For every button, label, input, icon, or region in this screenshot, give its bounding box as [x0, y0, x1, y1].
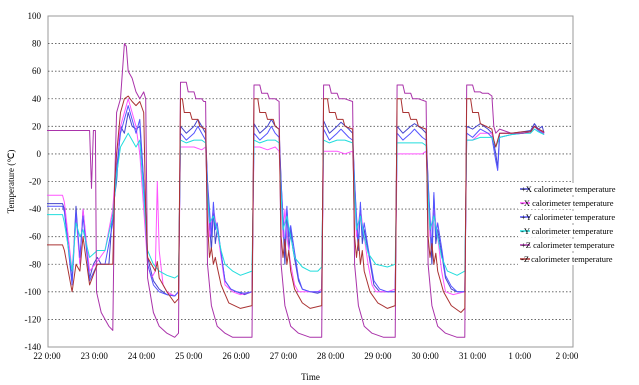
x-tick-label: 29 0:00 — [364, 351, 392, 361]
x-tick-label: 24 0:00 — [128, 351, 156, 361]
x-tick-label: 2 0:00 — [556, 351, 579, 361]
legend-label: -X calorimeter temperature — [521, 198, 614, 208]
legend-label: -Y calorimeter temperature — [521, 226, 613, 236]
legend-entry-background — [518, 239, 639, 251]
x-tick-label: 30 0:00 — [412, 351, 440, 361]
y-tick-label: -80 — [29, 259, 41, 269]
x-axis-ticks: 22 0:00 23 0:00 24 0:00 25 0:00 26 0:00 27 0:… — [33, 351, 579, 361]
series-line — [47, 128, 545, 279]
x-tick-label: 31 0:00 — [459, 351, 487, 361]
legend-label: +Y calorimeter temperature — [521, 212, 615, 222]
y-tick-label: 80 — [32, 39, 42, 49]
legend-label: +Z calorimeter temperature — [521, 240, 615, 250]
legend-entry-background — [518, 225, 639, 237]
legend: +X calorimeter temperature -X calorimeter… — [518, 183, 639, 265]
series-line — [47, 105, 545, 297]
y-tick-label: -60 — [29, 232, 41, 242]
y-tick-label: 40 — [32, 94, 42, 104]
series-lines — [47, 43, 545, 338]
x-tick-label: 28 0:00 — [317, 351, 345, 361]
x-tick-label: 27 0:00 — [270, 351, 298, 361]
y-axis-title: Temperature (℃) — [6, 150, 16, 214]
x-tick-label: 1 0:00 — [508, 351, 531, 361]
x-tick-label: 23 0:00 — [81, 351, 109, 361]
x-tick-label: 25 0:00 — [175, 351, 203, 361]
series-line — [47, 95, 545, 313]
y-tick-label: -140 — [25, 342, 42, 352]
x-tick-label: 22 0:00 — [33, 351, 61, 361]
legend-label: +X calorimeter temperature — [521, 184, 616, 194]
y-tick-label: 100 — [28, 11, 42, 21]
y-tick-label: -40 — [29, 204, 41, 214]
legend-label: -Z calorimeter temperature — [521, 254, 613, 264]
y-tick-label: -100 — [25, 287, 42, 297]
legend-entry-background — [518, 197, 639, 209]
y-tick-label: -120 — [25, 314, 42, 324]
legend-entry-background — [518, 211, 639, 223]
y-tick-label: 60 — [32, 66, 42, 76]
y-tick-label: -20 — [29, 177, 41, 187]
x-tick-label: 26 0:00 — [222, 351, 250, 361]
x-axis-title: Time — [301, 372, 320, 382]
y-axis-ticks: 100 80 60 40 20 0 -20 -40 -60 -80 -100 -120 -140 — [25, 11, 42, 352]
legend-entry-background — [518, 183, 639, 195]
legend-entry-background — [518, 253, 639, 265]
y-tick-label: 20 — [32, 121, 42, 131]
y-tick-label: 0 — [37, 149, 42, 159]
